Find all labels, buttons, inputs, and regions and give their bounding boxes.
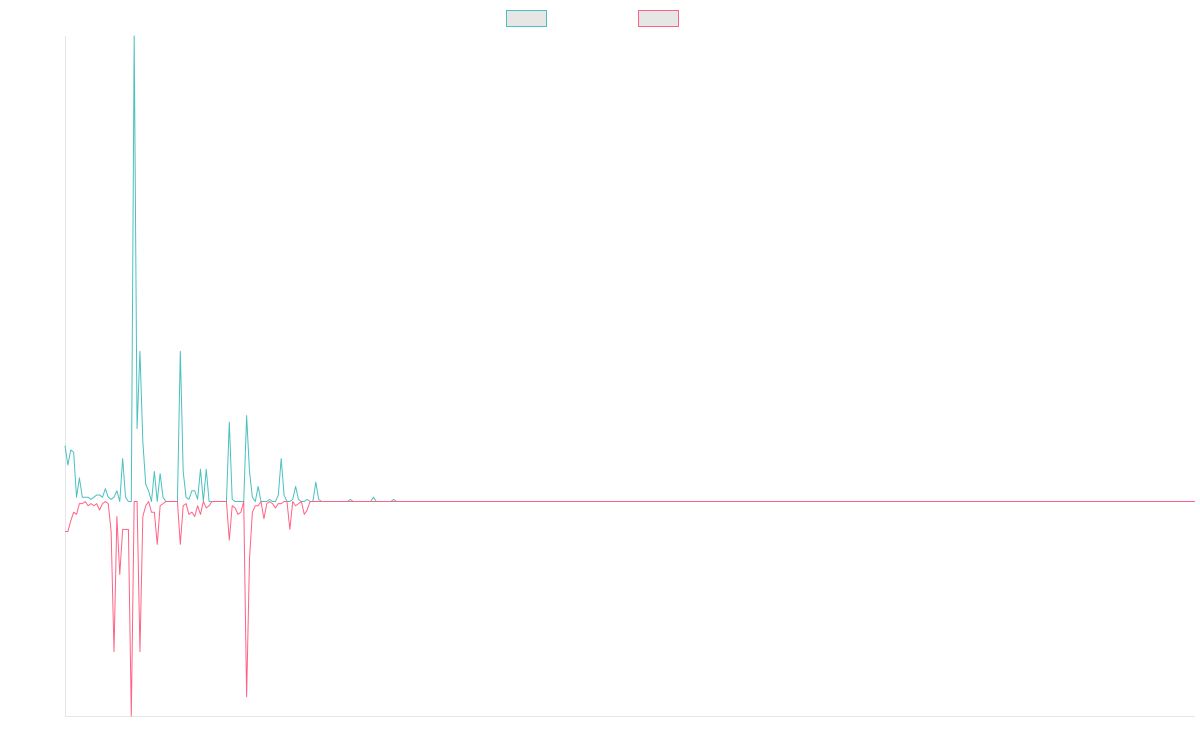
legend-swatch-2[interactable] xyxy=(638,10,679,27)
series-line-1 xyxy=(64,35,1195,502)
legend-swatch-1[interactable] xyxy=(506,10,547,27)
legend xyxy=(506,10,679,27)
axes xyxy=(65,36,1195,717)
series-layer xyxy=(64,35,1195,717)
series-line-2 xyxy=(65,500,1195,717)
